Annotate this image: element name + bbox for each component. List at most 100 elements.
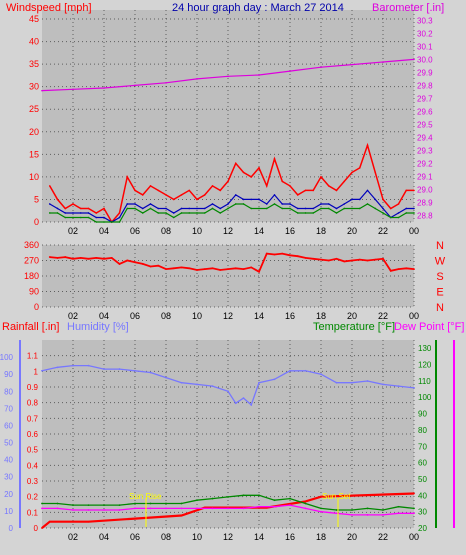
dew_point-point	[273, 505, 276, 508]
wind_speed-point	[258, 167, 260, 169]
temperature-tick-label: 120	[418, 361, 432, 370]
wind_speed-point	[281, 180, 284, 183]
humidity-point	[234, 402, 237, 405]
wind_speed-point	[312, 189, 315, 192]
direction-point	[351, 259, 353, 262]
dew_point-point	[149, 507, 152, 510]
dew_point-point	[134, 507, 136, 510]
temperature-point	[366, 507, 369, 510]
wind_speed-point	[351, 171, 353, 174]
direction-point	[296, 255, 299, 258]
wind_gust-point	[211, 207, 214, 210]
humidity-tick-label: 30	[4, 473, 13, 482]
dew_point-point	[227, 507, 229, 510]
temperature-point	[41, 502, 43, 505]
direction-point	[397, 268, 400, 271]
direction-tick-label-x: 06	[130, 311, 140, 321]
wind-chart: 0 5 10 15 20 25 30 35 40 45 28.8 28.9 29.0 29.1 29.2 29…	[29, 10, 433, 236]
direction-point	[273, 253, 276, 256]
direction-point	[219, 269, 222, 271]
wind_gust-point	[134, 207, 136, 210]
temperature-tick-label: 90	[418, 410, 427, 419]
wind_speed-point	[358, 167, 361, 169]
wind-tick-label-x: 16	[285, 226, 295, 236]
rainfall-point	[320, 495, 322, 498]
rainfall-tick-label: 0.6	[27, 430, 39, 439]
wind_avg-point	[165, 207, 167, 210]
sunrise-label: Sun Rise	[129, 492, 162, 501]
direction-tick-label-x: 04	[99, 311, 109, 321]
wind_avg-point	[103, 216, 105, 219]
temperature-point	[382, 509, 384, 511]
windspeed-tick-label: 20	[29, 127, 39, 137]
direction-point	[281, 252, 284, 255]
wind_speed-point	[64, 207, 67, 210]
wind_avg-point	[250, 198, 253, 201]
direction-point	[258, 270, 260, 273]
rainfall-tick-label: 0.3	[27, 477, 39, 486]
direction-plot-area	[42, 245, 414, 307]
wind_speed-point	[126, 176, 129, 178]
wind_gust-point	[320, 207, 322, 210]
wind_speed-point	[157, 189, 160, 192]
dew_point-point	[366, 514, 369, 516]
wind_gust-point	[405, 212, 408, 214]
direction-point	[374, 258, 377, 261]
direction-tick-label: 90	[29, 287, 39, 297]
rain-tick-label-x: 02	[68, 532, 78, 542]
barometer-axis-title: Barometer [.in]	[372, 2, 444, 14]
humidity-tick-label: 100	[0, 353, 14, 362]
wind_gust-point	[48, 212, 51, 214]
temperature-tick-label: 60	[418, 459, 427, 468]
wind_avg-point	[320, 203, 322, 205]
humidity-tick-label: 50	[4, 439, 13, 448]
direction-tick-label-x: 00	[409, 311, 419, 321]
barometer-tick-label: 29.6	[417, 107, 433, 116]
direction-tick-label: 180	[24, 271, 39, 281]
wind_speed-point	[141, 194, 144, 196]
humidity-tick-label: 20	[4, 490, 13, 499]
rainfall-tick-label: 0	[34, 524, 39, 533]
wind_avg-point	[157, 207, 160, 210]
dew_point-point	[382, 514, 384, 516]
wind_speed-point	[335, 189, 338, 192]
direction-point	[211, 267, 214, 270]
wind_speed-point	[95, 212, 98, 214]
dew_point-point	[87, 509, 90, 511]
wind_avg-point	[234, 194, 237, 196]
wind_gust-point	[95, 221, 98, 223]
direction-tick-label: 0	[34, 302, 39, 312]
wind_gust-point	[250, 207, 253, 210]
wind_avg-point	[273, 194, 276, 196]
wind_speed-point	[389, 207, 392, 210]
direction-point	[343, 260, 346, 263]
wind_avg-series	[49, 189, 414, 223]
wind_speed-point	[219, 189, 222, 192]
wind_gust-point	[72, 216, 74, 219]
wind_avg-point	[265, 203, 268, 205]
wind_gust-point	[382, 212, 384, 214]
windspeed-tick-label: 45	[29, 14, 39, 24]
barometer-tick-label: 29.9	[417, 68, 433, 77]
humidity-point	[397, 385, 400, 388]
rain-tick-label-x: 22	[378, 532, 388, 542]
wind_avg-point	[327, 203, 330, 205]
rainfall-tick-label: 1.1	[27, 352, 39, 361]
compass-letter: N	[436, 240, 444, 252]
rain-tick-label-x: 00	[409, 532, 419, 542]
humidity-point	[351, 381, 353, 384]
barometer-tick-label: 30.0	[417, 55, 433, 64]
rainfall-tick-label: 0.7	[27, 414, 39, 423]
humidity-point	[41, 369, 43, 372]
wind_avg-point	[289, 203, 291, 205]
sunset-label: Sun Set	[322, 492, 351, 501]
rain-tick-label-x: 18	[316, 532, 326, 542]
rainfall-tick-label: 0.1	[27, 508, 39, 517]
wind_gust-point	[265, 207, 268, 210]
wind_gust-series	[49, 203, 414, 223]
direction-point	[234, 267, 237, 270]
wind_gust-point	[64, 216, 67, 219]
compass-letter: E	[436, 287, 443, 299]
temperature-point	[273, 499, 276, 502]
